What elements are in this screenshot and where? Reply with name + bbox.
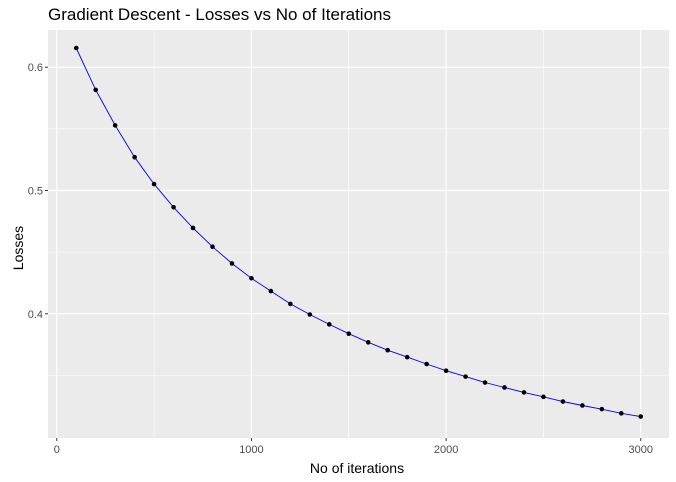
data-point [560, 399, 566, 404]
chart-title: Gradient Descent - Losses vs No of Itera… [48, 5, 391, 24]
data-point [521, 390, 527, 395]
data-point [463, 374, 468, 379]
y-tick-label: 0.4 [28, 309, 43, 321]
data-point [307, 312, 313, 317]
x-tick-label: 0 [54, 444, 60, 456]
y-tick-label: 0.6 [28, 62, 43, 74]
data-point [73, 45, 79, 51]
data-point [638, 414, 644, 419]
data-point [580, 403, 585, 408]
data-point [112, 123, 118, 128]
x-tick-label: 1000 [239, 444, 263, 456]
data-point [93, 87, 98, 93]
data-point [326, 322, 332, 327]
data-point [210, 244, 215, 249]
data-point [619, 411, 624, 416]
y-tick-label: 0.5 [28, 185, 43, 197]
data-point [151, 181, 157, 187]
data-point [385, 347, 391, 353]
data-point [229, 261, 235, 266]
x-tick-label: 2000 [434, 444, 458, 456]
data-point [190, 225, 196, 231]
data-point [171, 204, 176, 210]
data-point [365, 340, 371, 345]
x-axis-label: No of iterations [309, 460, 405, 476]
panel-background [48, 30, 669, 438]
data-point [288, 301, 293, 307]
data-point [132, 154, 137, 160]
data-point [346, 331, 352, 337]
data-point [424, 361, 429, 367]
data-point [482, 380, 488, 385]
data-point [599, 406, 605, 412]
loss-line [75, 47, 641, 418]
data-point [268, 288, 274, 294]
x-tick-label: 3000 [629, 444, 653, 456]
data-point [443, 368, 449, 373]
data-point [502, 385, 507, 390]
data-point [249, 275, 254, 281]
data-point [541, 394, 546, 400]
data-point [404, 354, 410, 360]
